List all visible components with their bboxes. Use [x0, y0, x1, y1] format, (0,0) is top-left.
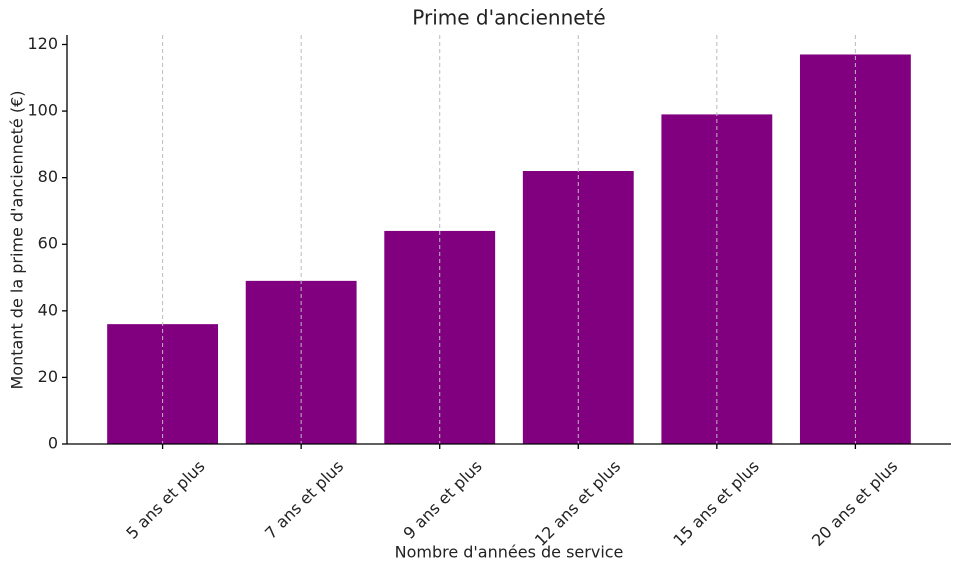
x-tick-label: 7 ans et plus	[261, 457, 347, 543]
y-tick-label: 100	[27, 101, 58, 120]
y-tick-label: 20	[38, 367, 58, 386]
x-tick-label: 5 ans et plus	[122, 457, 208, 543]
chart-title: Prime d'ancienneté	[412, 6, 605, 30]
x-tick-label: 12 ans et plus	[531, 457, 624, 550]
y-tick-label: 0	[48, 434, 58, 453]
x-axis-label: Nombre d'années de service	[395, 543, 624, 562]
bar	[107, 324, 219, 444]
x-tick-label: 9 ans et plus	[400, 457, 486, 543]
bar	[245, 280, 357, 444]
x-tick-label: 20 ans et plus	[808, 457, 901, 550]
y-tick-label: 120	[27, 34, 58, 53]
y-tick-label: 80	[38, 167, 58, 186]
y-axis-label: Montant de la prime d'ancienneté (€)	[8, 90, 27, 389]
bar	[522, 171, 634, 444]
y-tick-label: 40	[38, 300, 58, 319]
y-tick-label: 60	[38, 234, 58, 253]
x-tick-label: 15 ans et plus	[669, 457, 762, 550]
